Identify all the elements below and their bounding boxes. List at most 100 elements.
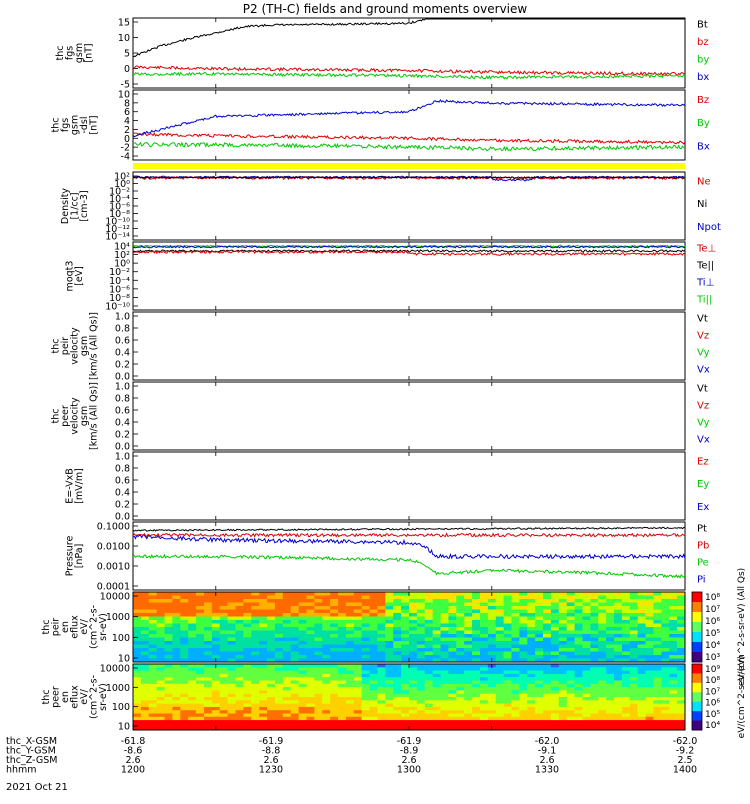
legend-pb: Pb	[697, 540, 709, 551]
spectrogram-cell	[369, 648, 378, 652]
spectrogram-cell	[211, 680, 221, 685]
spectrogram-cell	[503, 706, 512, 711]
spectrogram-cell	[401, 637, 410, 642]
spectrogram-cell	[590, 613, 599, 617]
spectrogram-cell	[614, 723, 623, 728]
spectrogram-cell	[330, 687, 339, 691]
spectrogram-cell	[479, 648, 489, 652]
spectrogram-cell	[661, 616, 670, 621]
spectrogram-cell	[543, 683, 552, 688]
spectrogram-cell	[487, 700, 497, 704]
spectrogram-cell	[290, 634, 299, 638]
spectrogram-cell	[211, 710, 221, 714]
spectrogram-cell	[598, 690, 607, 695]
spectrogram-cell	[267, 616, 276, 621]
x-row-label: thc_Y-GSM	[6, 746, 56, 757]
spectrogram-cell	[511, 592, 520, 596]
spectrogram-cell	[487, 703, 497, 708]
spectrogram-cell	[653, 697, 662, 701]
panel-frame	[132, 89, 686, 161]
spectrogram-cell	[133, 677, 142, 681]
spectrogram-cell	[637, 723, 646, 728]
spectrogram-cell	[133, 690, 142, 695]
spectrogram-cell	[172, 706, 181, 711]
spectrogram-cell	[251, 602, 260, 607]
spectrogram-cell	[322, 710, 331, 714]
spectrogram-cell	[448, 616, 457, 621]
spectrogram-cell	[582, 602, 591, 607]
spectrogram-cell	[361, 667, 370, 671]
spectrogram-cell	[677, 706, 686, 711]
spectrogram-cell	[416, 613, 426, 617]
spectrogram-cell	[172, 616, 181, 621]
spectrogram-cell	[243, 613, 252, 617]
spectrogram-cell	[629, 683, 639, 688]
spectrogram-cell	[290, 616, 299, 621]
spectrogram-cell	[558, 716, 568, 721]
spectrogram-cell	[511, 606, 520, 610]
spectrogram-cell	[409, 627, 418, 631]
spectrogram-cell	[535, 655, 544, 659]
spectrogram-cell	[409, 592, 418, 596]
spectrogram-cell	[148, 599, 158, 603]
spectrogram-cell	[377, 677, 386, 681]
spectrogram-cell	[274, 630, 284, 635]
spectrogram-cell	[133, 655, 142, 659]
spectrogram-cell	[219, 620, 229, 624]
spectrogram-cell	[511, 690, 520, 695]
spectrogram-cell	[274, 683, 284, 688]
spectrogram-cell	[196, 723, 205, 728]
spectrogram-cell	[227, 648, 236, 652]
spectrogram-cell	[677, 710, 686, 714]
spectrogram-cell	[345, 606, 355, 610]
spectrogram-cell	[511, 693, 520, 698]
spectrogram-cell	[669, 673, 678, 678]
spectrogram-cell	[440, 680, 449, 685]
spectrogram-cell	[669, 634, 678, 638]
spectrogram-cell	[133, 651, 142, 656]
spectrogram-cell	[203, 630, 213, 635]
spectrogram-cell	[574, 627, 583, 631]
colorbar-segment	[692, 592, 702, 603]
colorbar-tick-label: 10⁹	[705, 665, 720, 675]
spectrogram-cell	[180, 693, 189, 698]
spectrogram-cell	[322, 680, 331, 685]
spectrogram-cell	[188, 655, 197, 659]
spectrogram-cell	[133, 616, 142, 621]
spectrogram-cell	[653, 616, 662, 621]
spectrogram-cell	[267, 644, 276, 649]
spectrogram-cell	[645, 602, 654, 607]
spectrogram-cell	[243, 606, 252, 610]
spectrogram-cell	[456, 706, 465, 711]
spectrogram-cell	[180, 630, 189, 635]
spectrogram-cell	[511, 616, 520, 621]
spectrogram-cell	[243, 710, 252, 714]
spectrogram-cell	[330, 706, 339, 711]
spectrogram-cell	[290, 667, 299, 671]
spectrogram-cell	[550, 606, 560, 610]
spectrogram-cell	[511, 723, 520, 728]
spectrogram-cell	[133, 687, 142, 691]
spectrogram-cell	[590, 641, 599, 645]
spectrogram-cell	[251, 713, 260, 718]
spectrogram-cell	[377, 664, 386, 668]
spectrogram-cell	[385, 644, 394, 649]
spectrogram-cell	[133, 644, 142, 649]
spectrogram-cell	[140, 599, 150, 603]
spectrogram-cell	[543, 592, 552, 596]
spectrogram-cell	[164, 651, 173, 656]
spectrogram-cell	[511, 602, 520, 607]
spectrogram-cell	[267, 703, 276, 708]
spectrogram-cell	[495, 716, 505, 721]
spectrogram-cell	[511, 609, 520, 614]
spectrogram-cell	[353, 630, 363, 635]
spectrogram-cell	[314, 726, 323, 731]
spectrogram-cell	[566, 620, 575, 624]
spectrogram-cell	[456, 595, 465, 600]
spectrogram-cell	[432, 677, 441, 681]
x-tick-label: 1200	[121, 765, 145, 776]
spectrogram-cell	[314, 670, 323, 675]
spectrogram-cell	[527, 606, 536, 610]
